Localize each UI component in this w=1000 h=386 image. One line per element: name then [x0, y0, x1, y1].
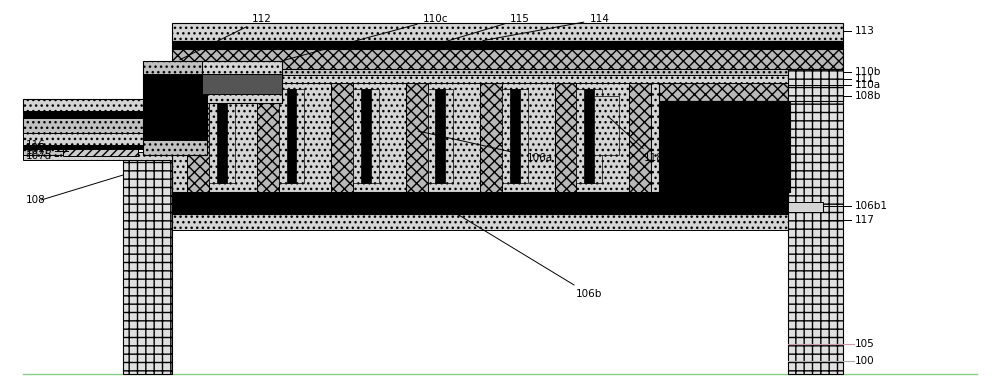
- Bar: [209, 89, 235, 183]
- Text: 108a: 108a: [25, 143, 52, 153]
- Bar: [23, 99, 172, 113]
- Text: 110a: 110a: [854, 80, 881, 90]
- Bar: [659, 69, 790, 101]
- Bar: [502, 89, 528, 183]
- Bar: [287, 89, 296, 183]
- Bar: [629, 81, 651, 192]
- Bar: [172, 69, 843, 76]
- Bar: [788, 202, 823, 212]
- Bar: [23, 111, 153, 118]
- Text: 107b: 107b: [25, 146, 52, 156]
- Bar: [331, 81, 353, 192]
- Bar: [202, 74, 282, 94]
- Bar: [555, 81, 576, 192]
- Text: 110b: 110b: [854, 67, 881, 77]
- Bar: [217, 89, 227, 183]
- Bar: [123, 155, 172, 374]
- Text: 100: 100: [854, 356, 874, 366]
- Bar: [435, 89, 445, 183]
- Bar: [202, 61, 282, 103]
- Bar: [172, 23, 843, 41]
- Text: 108: 108: [25, 195, 45, 205]
- Bar: [576, 89, 602, 183]
- Text: 115: 115: [423, 14, 530, 48]
- Bar: [428, 89, 453, 183]
- Bar: [187, 81, 209, 192]
- Bar: [23, 134, 172, 146]
- Bar: [23, 152, 172, 160]
- Text: 111: 111: [854, 74, 874, 84]
- Bar: [143, 74, 207, 141]
- Text: 114: 114: [483, 14, 609, 41]
- Text: 112: 112: [180, 14, 272, 60]
- Bar: [788, 69, 843, 101]
- Text: 116: 116: [25, 141, 45, 150]
- Bar: [788, 96, 843, 374]
- Text: 113: 113: [854, 26, 874, 36]
- Bar: [510, 89, 520, 183]
- Bar: [143, 61, 207, 155]
- Bar: [23, 115, 172, 135]
- Text: 105: 105: [854, 339, 874, 349]
- Bar: [480, 81, 502, 192]
- Text: 106a: 106a: [418, 131, 553, 163]
- Bar: [257, 81, 279, 192]
- Bar: [659, 101, 790, 192]
- Bar: [63, 148, 138, 156]
- Text: 107a: 107a: [25, 151, 52, 161]
- Bar: [23, 146, 123, 155]
- Bar: [584, 89, 594, 183]
- Bar: [279, 89, 304, 183]
- Bar: [172, 192, 788, 214]
- Bar: [172, 49, 843, 69]
- Bar: [172, 212, 793, 230]
- Bar: [172, 77, 788, 194]
- Bar: [23, 143, 172, 149]
- Text: 106b1: 106b1: [854, 201, 887, 211]
- Text: 106b: 106b: [453, 211, 603, 299]
- Bar: [172, 41, 843, 50]
- Text: 108b: 108b: [854, 91, 881, 101]
- Bar: [172, 75, 843, 83]
- Text: 110c: 110c: [284, 14, 448, 60]
- Text: 118: 118: [609, 117, 664, 163]
- Text: 117: 117: [854, 215, 874, 225]
- Bar: [361, 89, 371, 183]
- Bar: [353, 89, 379, 183]
- Bar: [406, 81, 428, 192]
- Bar: [594, 96, 619, 155]
